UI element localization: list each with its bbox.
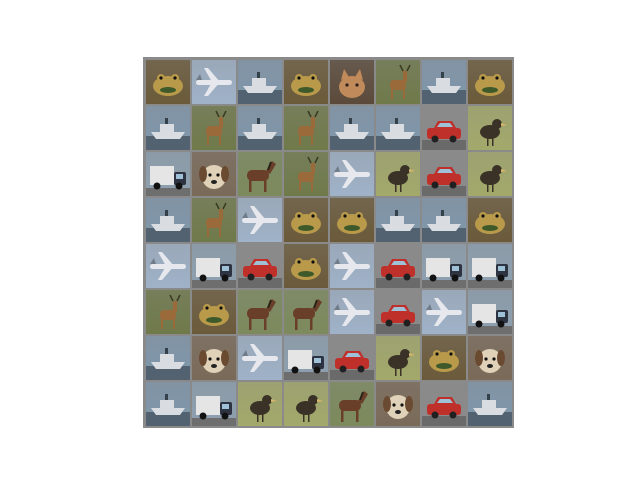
thumbnail-ship-r1c5: [376, 106, 420, 150]
thumbnail-truck-r2c0: [146, 152, 190, 196]
thumbnail-airplane-r2c4: [330, 152, 374, 196]
thumbnail-automobile-r7c6: [422, 382, 466, 426]
thumbnail-automobile-r1c6: [422, 106, 466, 150]
thumbnail-horse-r7c4: [330, 382, 374, 426]
thumbnail-frog-r3c7: [468, 198, 512, 242]
thumbnail-airplane-r4c4: [330, 244, 374, 288]
thumbnail-deer-r1c1: [192, 106, 236, 150]
thumbnail-truck-r4c7: [468, 244, 512, 288]
thumbnail-truck-r6c3: [284, 336, 328, 380]
thumbnail-cat-r0c4: [330, 60, 374, 104]
thumbnail-ship-r3c0: [146, 198, 190, 242]
thumbnail-automobile-r2c6: [422, 152, 466, 196]
thumbnail-truck-r4c6: [422, 244, 466, 288]
thumbnail-bird-r7c2: [238, 382, 282, 426]
thumbnail-ship-r1c4: [330, 106, 374, 150]
thumbnail-ship-r3c6: [422, 198, 466, 242]
thumbnail-bird-r2c7: [468, 152, 512, 196]
thumbnail-horse-r2c2: [238, 152, 282, 196]
thumbnail-deer-r3c1: [192, 198, 236, 242]
thumbnail-frog-r6c6: [422, 336, 466, 380]
thumbnail-frog-r3c3: [284, 198, 328, 242]
thumbnail-deer-r1c3: [284, 106, 328, 150]
thumbnail-truck-r5c7: [468, 290, 512, 334]
thumbnail-horse-r5c2: [238, 290, 282, 334]
image-grid: [143, 57, 514, 428]
thumbnail-ship-r0c6: [422, 60, 466, 104]
thumbnail-deer-r5c0: [146, 290, 190, 334]
thumbnail-automobile-r5c5: [376, 290, 420, 334]
thumbnail-airplane-r5c6: [422, 290, 466, 334]
thumbnail-truck-r4c1: [192, 244, 236, 288]
thumbnail-ship-r7c0: [146, 382, 190, 426]
thumbnail-frog-r0c3: [284, 60, 328, 104]
thumbnail-airplane-r3c2: [238, 198, 282, 242]
thumbnail-ship-r0c2: [238, 60, 282, 104]
thumbnail-bird-r6c5: [376, 336, 420, 380]
thumbnail-ship-r3c5: [376, 198, 420, 242]
thumbnail-truck-r7c1: [192, 382, 236, 426]
thumbnail-automobile-r6c4: [330, 336, 374, 380]
thumbnail-automobile-r4c5: [376, 244, 420, 288]
thumbnail-ship-r7c7: [468, 382, 512, 426]
thumbnail-horse-r5c3: [284, 290, 328, 334]
thumbnail-frog-r5c1: [192, 290, 236, 334]
thumbnail-airplane-r4c0: [146, 244, 190, 288]
thumbnail-dog-r6c1: [192, 336, 236, 380]
thumbnail-frog-r3c4: [330, 198, 374, 242]
thumbnail-ship-r6c0: [146, 336, 190, 380]
thumbnail-frog-r4c3: [284, 244, 328, 288]
thumbnail-airplane-r0c1: [192, 60, 236, 104]
thumbnail-ship-r1c2: [238, 106, 282, 150]
thumbnail-airplane-r6c2: [238, 336, 282, 380]
thumbnail-airplane-r5c4: [330, 290, 374, 334]
thumbnail-dog-r2c1: [192, 152, 236, 196]
thumbnail-frog-r0c0: [146, 60, 190, 104]
thumbnail-deer-r2c3: [284, 152, 328, 196]
thumbnail-dog-r6c7: [468, 336, 512, 380]
thumbnail-deer-r0c5: [376, 60, 420, 104]
thumbnail-dog-r7c5: [376, 382, 420, 426]
thumbnail-bird-r1c7: [468, 106, 512, 150]
thumbnail-bird-r7c3: [284, 382, 328, 426]
thumbnail-frog-r0c7: [468, 60, 512, 104]
thumbnail-ship-r1c0: [146, 106, 190, 150]
thumbnail-automobile-r4c2: [238, 244, 282, 288]
thumbnail-bird-r2c5: [376, 152, 420, 196]
